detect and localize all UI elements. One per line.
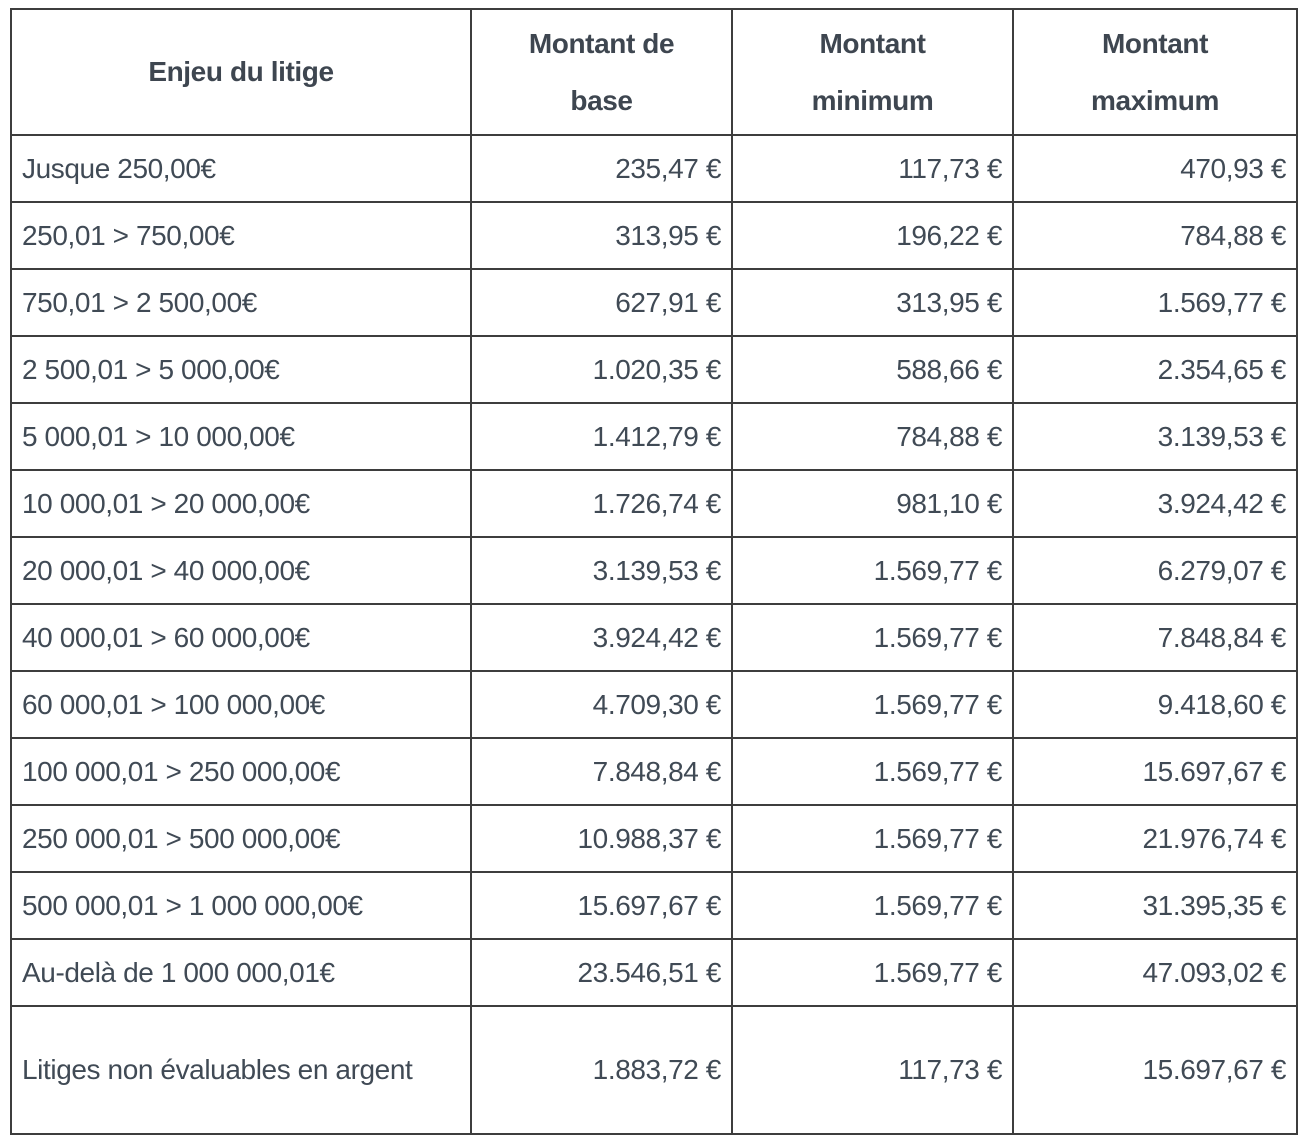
dispute-range-cell: 20 000,01 > 40 000,00€: [10, 536, 472, 605]
dispute-range-cell: 2 500,01 > 5 000,00€: [10, 335, 472, 404]
minimum-amount-cell: 588,66 €: [731, 335, 1014, 404]
base-amount-cell: 1.412,79 €: [470, 402, 733, 471]
maximum-amount-cell: 15.697,67 €: [1012, 1005, 1298, 1135]
table-row: 10 000,01 > 20 000,00€ 1.726,74 € 981,10…: [10, 469, 1298, 538]
minimum-amount-cell: 196,22 €: [731, 201, 1014, 270]
base-amount-cell: 15.697,67 €: [470, 871, 733, 940]
base-amount-cell: 7.848,84 €: [470, 737, 733, 806]
minimum-amount-cell: 1.569,77 €: [731, 871, 1014, 940]
maximum-amount-cell: 9.418,60 €: [1012, 670, 1298, 739]
maximum-amount-cell: 7.848,84 €: [1012, 603, 1298, 672]
base-amount-cell: 3.924,42 €: [470, 603, 733, 672]
column-header-enjeu-du-litige: Enjeu du litige: [10, 8, 472, 136]
base-amount-cell: 10.988,37 €: [470, 804, 733, 873]
maximum-amount-cell: 21.976,74 €: [1012, 804, 1298, 873]
maximum-amount-cell: 15.697,67 €: [1012, 737, 1298, 806]
table-row: Au-delà de 1 000 000,01€ 23.546,51 € 1.5…: [10, 938, 1298, 1007]
base-amount-cell: 1.726,74 €: [470, 469, 733, 538]
maximum-amount-cell: 31.395,35 €: [1012, 871, 1298, 940]
minimum-amount-cell: 313,95 €: [731, 268, 1014, 337]
maximum-amount-cell: 6.279,07 €: [1012, 536, 1298, 605]
dispute-range-cell: 5 000,01 > 10 000,00€: [10, 402, 472, 471]
table-row: Jusque 250,00€ 235,47 € 117,73 € 470,93 …: [10, 134, 1298, 203]
column-header-montant-minimum: Montant minimum: [731, 8, 1014, 136]
minimum-amount-cell: 117,73 €: [731, 1005, 1014, 1135]
base-amount-cell: 1.020,35 €: [470, 335, 733, 404]
maximum-amount-cell: 1.569,77 €: [1012, 268, 1298, 337]
base-amount-cell: 3.139,53 €: [470, 536, 733, 605]
column-header-montant-de-base: Montant de base: [470, 8, 733, 136]
table-row: 40 000,01 > 60 000,00€ 3.924,42 € 1.569,…: [10, 603, 1298, 672]
dispute-range-cell: 750,01 > 2 500,00€: [10, 268, 472, 337]
table-row: 5 000,01 > 10 000,00€ 1.412,79 € 784,88 …: [10, 402, 1298, 471]
maximum-amount-cell: 2.354,65 €: [1012, 335, 1298, 404]
base-amount-cell: 23.546,51 €: [470, 938, 733, 1007]
minimum-amount-cell: 1.569,77 €: [731, 737, 1014, 806]
header-row: Enjeu du litige Montant de base Montant …: [10, 8, 1298, 136]
dispute-range-cell: Au-delà de 1 000 000,01€: [10, 938, 472, 1007]
minimum-amount-cell: 1.569,77 €: [731, 670, 1014, 739]
minimum-amount-cell: 1.569,77 €: [731, 804, 1014, 873]
minimum-amount-cell: 117,73 €: [731, 134, 1014, 203]
dispute-range-cell: 10 000,01 > 20 000,00€: [10, 469, 472, 538]
table-row: 60 000,01 > 100 000,00€ 4.709,30 € 1.569…: [10, 670, 1298, 739]
maximum-amount-cell: 784,88 €: [1012, 201, 1298, 270]
dispute-range-cell: Jusque 250,00€: [10, 134, 472, 203]
table-body: Jusque 250,00€ 235,47 € 117,73 € 470,93 …: [10, 134, 1298, 1135]
dispute-range-cell: 250 000,01 > 500 000,00€: [10, 804, 472, 873]
dispute-range-cell: 500 000,01 > 1 000 000,00€: [10, 871, 472, 940]
dispute-range-cell: 250,01 > 750,00€: [10, 201, 472, 270]
maximum-amount-cell: 470,93 €: [1012, 134, 1298, 203]
table-row: Litiges non évaluables en argent 1.883,7…: [10, 1005, 1298, 1135]
maximum-amount-cell: 47.093,02 €: [1012, 938, 1298, 1007]
base-amount-cell: 1.883,72 €: [470, 1005, 733, 1135]
litigation-fees-table: Enjeu du litige Montant de base Montant …: [10, 8, 1298, 1135]
base-amount-cell: 235,47 €: [470, 134, 733, 203]
table-row: 250,01 > 750,00€ 313,95 € 196,22 € 784,8…: [10, 201, 1298, 270]
base-amount-cell: 4.709,30 €: [470, 670, 733, 739]
minimum-amount-cell: 784,88 €: [731, 402, 1014, 471]
table-row: 750,01 > 2 500,00€ 627,91 € 313,95 € 1.5…: [10, 268, 1298, 337]
base-amount-cell: 627,91 €: [470, 268, 733, 337]
minimum-amount-cell: 1.569,77 €: [731, 536, 1014, 605]
dispute-range-cell: 60 000,01 > 100 000,00€: [10, 670, 472, 739]
table-header: Enjeu du litige Montant de base Montant …: [10, 8, 1298, 136]
table-row: 100 000,01 > 250 000,00€ 7.848,84 € 1.56…: [10, 737, 1298, 806]
minimum-amount-cell: 1.569,77 €: [731, 938, 1014, 1007]
base-amount-cell: 313,95 €: [470, 201, 733, 270]
dispute-range-cell: 100 000,01 > 250 000,00€: [10, 737, 472, 806]
column-header-montant-maximum: Montant maximum: [1012, 8, 1298, 136]
table-row: 2 500,01 > 5 000,00€ 1.020,35 € 588,66 €…: [10, 335, 1298, 404]
minimum-amount-cell: 1.569,77 €: [731, 603, 1014, 672]
table-row: 250 000,01 > 500 000,00€ 10.988,37 € 1.5…: [10, 804, 1298, 873]
table-row: 20 000,01 > 40 000,00€ 3.139,53 € 1.569,…: [10, 536, 1298, 605]
maximum-amount-cell: 3.139,53 €: [1012, 402, 1298, 471]
dispute-range-cell: 40 000,01 > 60 000,00€: [10, 603, 472, 672]
minimum-amount-cell: 981,10 €: [731, 469, 1014, 538]
dispute-range-cell: Litiges non évaluables en argent: [10, 1005, 472, 1135]
maximum-amount-cell: 3.924,42 €: [1012, 469, 1298, 538]
table-row: 500 000,01 > 1 000 000,00€ 15.697,67 € 1…: [10, 871, 1298, 940]
